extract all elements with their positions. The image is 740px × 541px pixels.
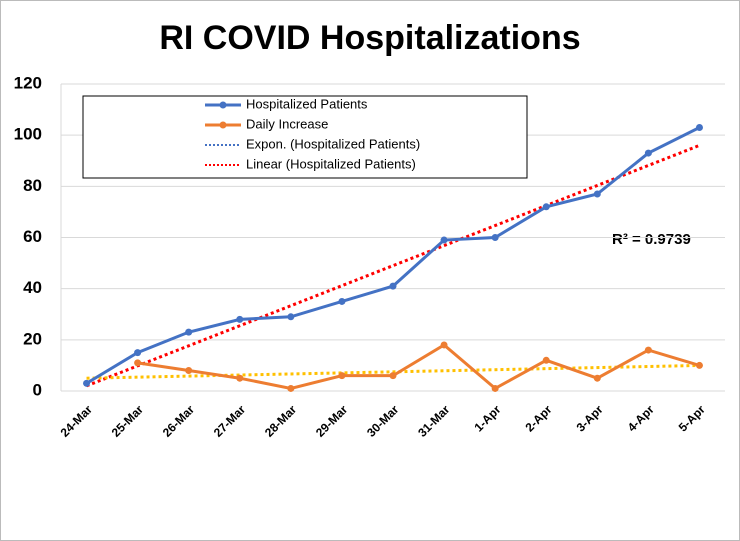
y-tick-label: 20 (23, 329, 42, 348)
data-point (236, 315, 244, 323)
chart-title: RI COVID Hospitalizations (159, 19, 580, 57)
data-point (185, 367, 193, 375)
data-point (338, 297, 346, 305)
data-point (440, 236, 448, 244)
data-point (695, 361, 703, 369)
data-point (491, 384, 499, 392)
data-point (389, 282, 397, 290)
data-point (287, 313, 295, 321)
data-point (287, 384, 295, 392)
data-point (134, 359, 142, 367)
y-tick-label: 40 (23, 278, 42, 297)
series-line (137, 343, 700, 391)
y-tick-label: 100 (14, 125, 42, 144)
data-point (338, 372, 346, 380)
y-tick-label: 60 (23, 227, 42, 246)
data-point (644, 149, 652, 157)
y-tick-label: 80 (23, 176, 42, 195)
data-point (236, 374, 244, 382)
trendline (85, 144, 701, 388)
legend-label: Expon. (Hospitalized Patients) (246, 136, 420, 151)
data-point (491, 234, 499, 241)
annotation: R² = 0.9739 (612, 231, 691, 248)
y-tick-label: 120 (14, 73, 42, 92)
legend-box (82, 95, 528, 179)
data-point (593, 190, 601, 198)
data-point (593, 374, 601, 382)
y-tick-label: 0 (33, 380, 42, 399)
legend-label: Linear (Hospitalized Patients) (246, 156, 416, 171)
data-point (440, 341, 448, 349)
data-point (542, 203, 550, 211)
data-point (185, 328, 193, 336)
trendline (86, 363, 700, 380)
data-point (542, 356, 550, 364)
legend-marker (219, 101, 227, 109)
data-point (695, 123, 703, 131)
legend-marker (219, 121, 227, 129)
data-point (83, 379, 91, 387)
data-point (389, 372, 397, 380)
data-point (644, 346, 652, 354)
legend-label: Daily Increase (246, 116, 328, 131)
legend-label: Hospitalized Patients (246, 96, 368, 111)
data-point (134, 349, 142, 357)
